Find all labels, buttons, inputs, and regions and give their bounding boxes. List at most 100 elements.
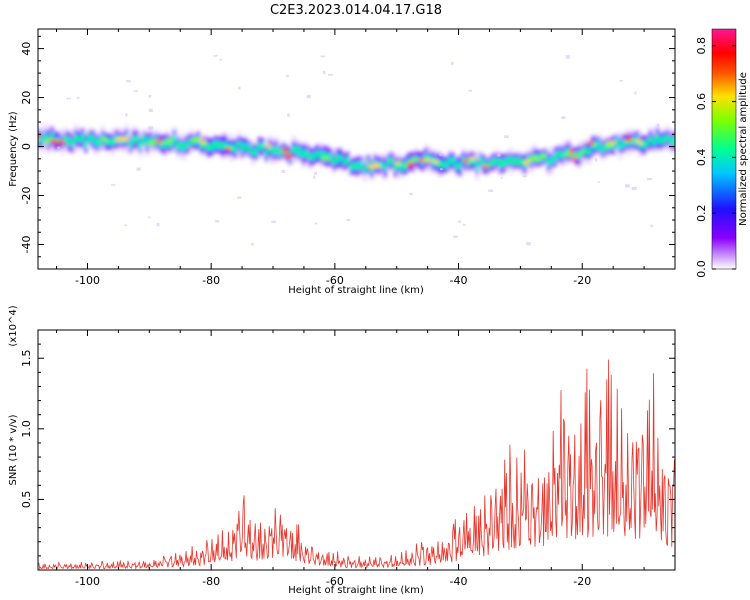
spectrogram-cell: [244, 144, 248, 148]
snr-y-multiplier: (x10^4): [8, 305, 19, 346]
spectrogram-speckle: [497, 153, 501, 157]
spectrogram-cell: [451, 158, 455, 164]
spectrogram-cell: [77, 137, 81, 142]
snr-y-tick-label: 1.0: [20, 420, 33, 438]
spectrogram-cell: [363, 167, 367, 172]
spectrogram-y-label: Frequency (Hz): [8, 111, 19, 187]
colorbar-tick-label: 0.8: [695, 37, 708, 55]
spectrogram-cell: [74, 134, 78, 141]
spectrogram-cell: [370, 167, 374, 172]
spectrogram-speckle: [66, 97, 72, 100]
spectrogram-cell: [206, 143, 210, 151]
spectrogram-cell: [172, 136, 176, 142]
spectrogram-cell: [329, 154, 333, 161]
spectrogram-hotspot: [568, 149, 576, 154]
spectrogram-cell: [216, 141, 221, 149]
spectrogram-speckle: [124, 224, 127, 227]
spectrogram-speckle: [147, 216, 151, 219]
spectrogram-cell: [128, 142, 132, 147]
spectrogram-cell: [179, 143, 183, 149]
spectrogram-x-tick-label: -80: [202, 274, 220, 287]
snr-x-tick-label: -100: [75, 575, 100, 588]
snr-x-tick-label: -60: [326, 575, 344, 588]
spectrogram-cell: [145, 140, 149, 146]
spectrogram-cell: [611, 142, 615, 149]
spectrogram-speckle: [218, 59, 222, 61]
spectrogram-cell: [43, 134, 47, 139]
spectrogram-cell: [264, 151, 268, 156]
spectrogram-cell: [339, 156, 343, 161]
spectrogram-cell: [574, 153, 578, 159]
spectrogram-cell: [523, 160, 527, 168]
spectrogram-cell: [621, 141, 625, 146]
spectrogram-cell: [475, 164, 479, 170]
snr-y-label: SNR (10 * v/v): [8, 414, 19, 485]
spectrogram-speckle: [286, 74, 289, 78]
spectrogram-cell: [366, 161, 370, 167]
spectrogram-cell: [557, 151, 561, 157]
spectrogram-cell: [291, 146, 296, 153]
spectrogram-y-ticks: 40 20 0 -20 -40: [20, 35, 675, 270]
snr-x-ticks: -100 -80 -60 -40 -20: [56, 330, 676, 588]
spectrogram-y-tick-label: -40: [20, 236, 33, 254]
spectrogram-speckle: [238, 86, 241, 90]
spectrogram-speckle: [322, 70, 326, 75]
colorbar-ticks: 0.0 0.2 0.4 0.6 0.8: [695, 37, 736, 278]
spectrogram-speckle: [547, 169, 553, 172]
colorbar-gradient: [711, 28, 737, 270]
spectrogram-cell: [441, 162, 445, 168]
spectrogram-cell: [587, 149, 591, 154]
spectrogram-cell: [193, 140, 197, 145]
colorbar-tick-label: 0.2: [695, 204, 708, 222]
spectrogram-cell: [356, 162, 360, 170]
spectrogram-cell: [87, 134, 91, 141]
spectrogram-speckle: [57, 146, 61, 149]
spectrogram-speckle: [619, 79, 623, 82]
spectrogram-cell: [604, 144, 608, 150]
colorbar-tick-label: 0.4: [695, 149, 708, 167]
spectrogram-cell: [295, 147, 299, 154]
spectrogram-cell: [410, 159, 415, 165]
spectrogram-cell: [669, 138, 673, 144]
spectrogram-speckle: [237, 196, 242, 199]
spectrogram-speckle: [650, 224, 654, 228]
spectrogram-cell: [80, 135, 85, 141]
spectrogram-cell: [182, 143, 187, 150]
spectrogram-cell: [438, 160, 442, 167]
snr-frame: [37, 329, 676, 571]
spectrogram-cell: [424, 154, 428, 161]
spectrogram-speckle: [458, 220, 462, 223]
spectrogram-cell: [642, 141, 646, 148]
spectrogram-cell: [322, 152, 326, 159]
spectrogram-speckle: [148, 95, 152, 98]
spectrogram-cell: [250, 149, 255, 155]
spectrogram-x-label: Height of straight line (km): [288, 285, 424, 296]
spectrogram-cell: [625, 138, 629, 145]
spectrogram-speckle: [468, 89, 473, 92]
spectrogram-cell: [298, 149, 302, 155]
spectrogram-speckle: [631, 186, 637, 190]
spectrogram-cell: [519, 158, 523, 166]
spectrogram-cell: [618, 142, 622, 149]
spectrogram-speckle: [271, 220, 277, 223]
spectrogram-cell: [526, 157, 530, 162]
spectrogram-cell: [162, 141, 166, 148]
spectrogram-cell: [448, 158, 452, 163]
spectrogram-cell: [332, 158, 336, 166]
spectrogram-cell: [223, 142, 227, 148]
spectrogram-speckle: [597, 181, 600, 183]
spectrogram-cell: [553, 154, 557, 160]
spectrogram-cell: [659, 138, 663, 144]
spectrogram-cell: [472, 158, 476, 164]
spectrogram-speckle: [148, 126, 154, 130]
spectrogram-cell: [383, 165, 387, 170]
spectrogram-hotspot: [462, 159, 471, 164]
spectrogram-cell: [512, 158, 517, 165]
spectrogram-cell: [648, 136, 653, 143]
spectrogram-cell: [492, 158, 496, 165]
spectrogram-cell: [50, 132, 54, 140]
spectrogram-cell: [461, 157, 466, 163]
spectrogram-x-tick-label: -60: [326, 274, 344, 287]
spectrogram-cell: [210, 144, 214, 150]
